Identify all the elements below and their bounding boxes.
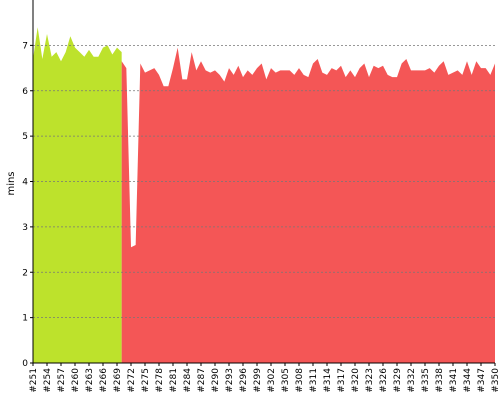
- x-tick-label: #344: [463, 368, 473, 393]
- y-tick-label: 4: [22, 178, 28, 188]
- x-tick-label: #278: [155, 368, 165, 393]
- area-series-success: [33, 27, 122, 363]
- plot-area: [33, 27, 496, 364]
- x-tick-label: #323: [365, 368, 375, 393]
- y-tick-label: 6: [22, 87, 28, 97]
- y-axis-title: mins: [6, 171, 17, 195]
- x-tick-label: #338: [435, 368, 445, 393]
- y-tick-labels: 0 1 2 3 4 5 6 7: [22, 41, 28, 369]
- x-tick-label: #266: [99, 368, 109, 393]
- x-tick-label: #287: [197, 368, 207, 393]
- x-tick-label: #260: [71, 368, 81, 393]
- y-tick-label: 3: [22, 223, 28, 233]
- x-tick-label: #269: [113, 368, 123, 393]
- x-tick-label: #326: [379, 368, 389, 393]
- x-tick-label: #302: [267, 368, 277, 393]
- x-tick-label: #350: [491, 368, 500, 393]
- x-tick-label: #308: [295, 368, 305, 393]
- x-tick-label: #275: [141, 368, 151, 393]
- axes: [30, 0, 496, 366]
- x-tick-label: #293: [225, 368, 235, 393]
- x-tick-label: #296: [239, 368, 249, 393]
- x-tick-label: #347: [477, 368, 487, 393]
- x-tick-label: #263: [85, 368, 95, 393]
- x-tick-label: #284: [183, 368, 193, 393]
- area-series-failure: [121, 47, 496, 364]
- x-tick-label: #257: [57, 368, 67, 393]
- y-tick-label: 5: [22, 132, 28, 142]
- x-tick-label: #254: [43, 368, 53, 393]
- y-tick-label: 7: [22, 41, 28, 51]
- x-tick-label: #320: [351, 368, 361, 393]
- x-tick-labels: #251 #254 #257 #260 #263 #266 #269 #272 #275 #278…: [29, 368, 500, 393]
- x-tick-label: #332: [407, 368, 417, 393]
- x-tick-label: #329: [393, 368, 403, 393]
- x-tick-label: #341: [449, 368, 459, 393]
- grid-lines: [33, 44, 495, 319]
- x-tick-label: #251: [29, 368, 39, 393]
- x-tick-label: #305: [281, 368, 291, 393]
- x-tick-label: #272: [127, 368, 137, 393]
- x-tick-label: #317: [337, 368, 347, 393]
- x-tick-label: #335: [421, 368, 431, 393]
- x-tick-label: #314: [323, 368, 333, 393]
- y-tick-label: 2: [22, 268, 28, 278]
- x-tick-label: #290: [211, 368, 221, 393]
- x-tick-label: #281: [169, 368, 179, 393]
- x-tick-label: #311: [309, 368, 319, 393]
- y-tick-label: 0: [22, 359, 28, 369]
- x-tick-label: #299: [253, 368, 263, 393]
- y-tick-label: 1: [22, 314, 28, 324]
